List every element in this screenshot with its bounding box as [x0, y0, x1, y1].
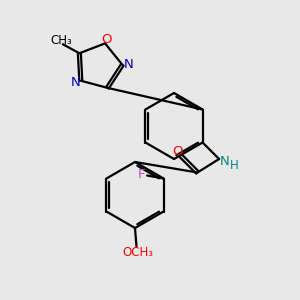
Text: CH₃: CH₃ [50, 34, 72, 47]
Text: N: N [70, 76, 80, 89]
Text: OCH₃: OCH₃ [122, 246, 154, 259]
Text: N: N [220, 155, 230, 168]
Text: N: N [124, 58, 134, 71]
Text: F: F [137, 168, 145, 182]
Text: O: O [172, 145, 183, 158]
Text: O: O [101, 33, 112, 46]
Text: H: H [230, 158, 239, 172]
